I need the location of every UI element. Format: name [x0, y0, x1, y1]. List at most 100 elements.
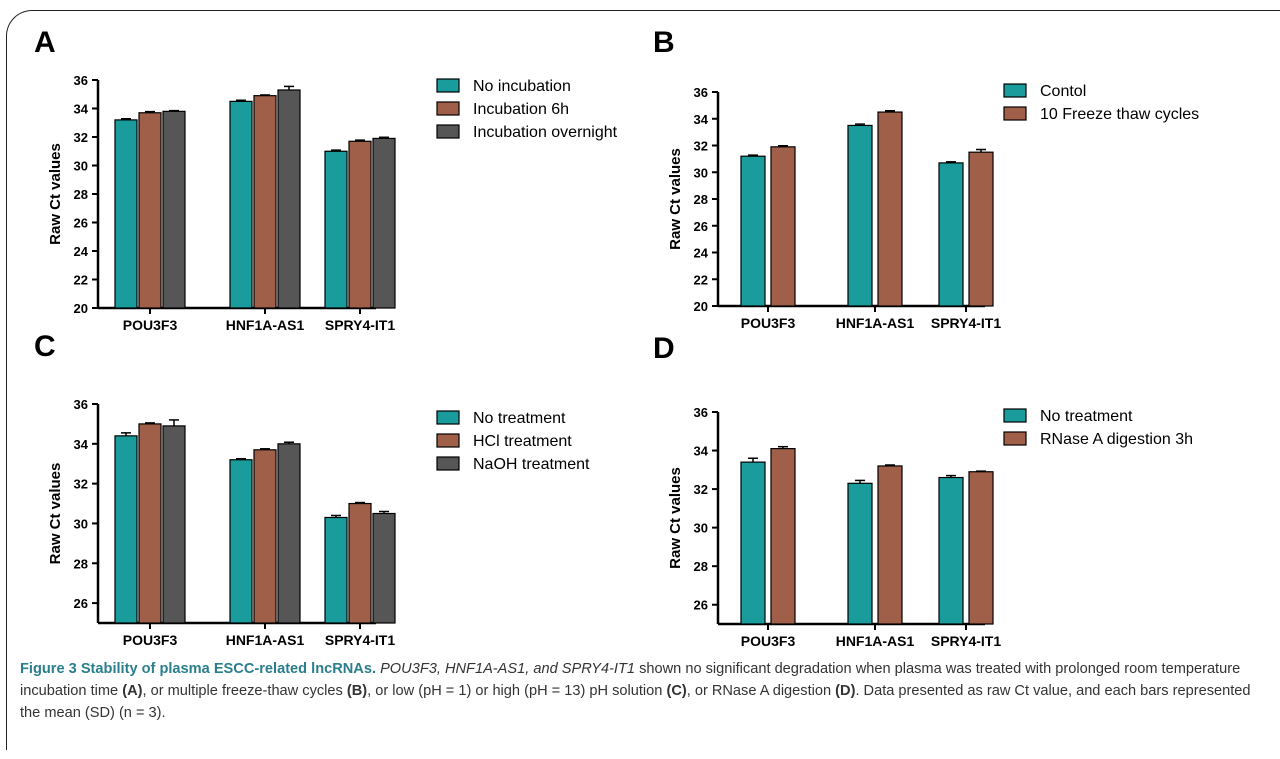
bar-a-spry4-it1-2 [348, 140, 372, 309]
legend-label: 10 Freeze thaw cycles [1040, 106, 1199, 123]
y-tick-label: 28 [74, 556, 88, 571]
bar-a-hnf1a-as1-3 [277, 89, 301, 309]
legend-swatch [1003, 431, 1027, 446]
y-tick-label: 32 [694, 139, 708, 154]
bar-b-hnf1a-as1-1 [847, 124, 873, 307]
figure-panels: A 20 22 24 26 28 30 32 34 36 Raw Ct values POU3F3 HN… [34, 26, 1199, 649]
category-label: SPRY4-IT1 [325, 317, 395, 333]
y-tick-label: 26 [74, 216, 88, 231]
bar-c-pou3f3-3 [162, 425, 186, 624]
panel-letter-a: A [34, 26, 56, 59]
legend-label: No incubation [473, 78, 571, 95]
legend-c: No treatment HCl treatment NaOH treatment [436, 410, 590, 473]
bar-a-pou3f3-3 [162, 110, 186, 309]
y-tick-label: 28 [74, 187, 88, 202]
y-axis-title: Raw Ct values [667, 148, 684, 250]
bar-b-spry4-it1-1 [938, 162, 964, 307]
bar-a-pou3f3-1 [114, 119, 138, 309]
legend-label: NaOH treatment [473, 456, 590, 473]
panel-letter-c: C [34, 330, 56, 363]
caption-text-3: , or low (pH = 1) or high (pH = 13) pH s… [367, 683, 667, 699]
category-label: HNF1A-AS1 [226, 632, 305, 648]
legend-label: RNase A digestion 3h [1040, 431, 1193, 448]
y-tick-label: 28 [694, 559, 708, 574]
bar-c-hnf1a-as1-2 [253, 449, 277, 624]
caption-title: Figure 3 Stability of plasma ESCC-relate… [20, 661, 377, 677]
y-tick-label: 26 [694, 598, 708, 613]
y-tick-label: 22 [74, 273, 88, 288]
category-label: HNF1A-AS1 [836, 315, 915, 331]
bar-b-hnf1a-as1-2 [877, 111, 903, 307]
panel-letter-b: B [653, 26, 675, 59]
bar-c-pou3f3-2 [138, 423, 162, 624]
y-tick-label: 36 [74, 397, 88, 412]
bar-d-spry4-it1-2 [968, 471, 994, 625]
caption-ref-b: (B) [346, 683, 368, 699]
chart-panel-c: C 26 28 30 32 34 36 Raw Ct values POU3F3 HNF1A-AS… [34, 330, 590, 648]
bar-a-hnf1a-as1-2 [253, 95, 277, 309]
y-tick-label: 20 [694, 299, 708, 314]
legend-swatch [436, 78, 460, 93]
y-tick-label: 32 [74, 130, 88, 145]
bar-d-pou3f3-1 [740, 461, 766, 625]
bar-d-pou3f3-2 [770, 448, 796, 625]
caption-text-5: . Data presented as raw Ct value, and ea… [20, 683, 1251, 721]
legend-swatch [1003, 408, 1027, 423]
panel-letter-d: D [653, 332, 675, 365]
category-label: POU3F3 [741, 315, 796, 331]
y-tick-label: 30 [74, 516, 88, 531]
legend-swatch [436, 124, 460, 139]
y-tick-label: 24 [74, 244, 89, 259]
legend-label: No treatment [473, 410, 566, 427]
category-label: POU3F3 [741, 633, 796, 649]
y-tick-label: 32 [694, 482, 708, 497]
legend-d: No treatment RNase A digestion 3h [1003, 408, 1193, 448]
legend-a: No incubation Incubation 6h Incubation ove… [436, 78, 618, 141]
legend-label: Incubation overnight [473, 124, 618, 141]
y-tick-label: 34 [694, 112, 709, 127]
chart-panel-a: A 20 22 24 26 28 30 32 34 36 Raw Ct values POU3F3 HN… [34, 26, 618, 333]
category-label: SPRY4-IT1 [325, 632, 395, 648]
y-tick-label: 24 [694, 246, 709, 261]
y-tick-label: 36 [74, 73, 88, 88]
y-tick-label: 30 [694, 165, 708, 180]
caption-genes: POU3F3, HNF1A-AS1, and SPRY4-IT1 [380, 661, 636, 677]
legend-label: Incubation 6h [473, 101, 569, 118]
bar-a-spry4-it1-3 [372, 137, 396, 309]
category-label: HNF1A-AS1 [226, 317, 305, 333]
caption-text-2: , or multiple freeze-thaw cycles [142, 683, 347, 699]
y-tick-label: 20 [74, 301, 88, 316]
y-tick-label: 34 [74, 102, 89, 117]
caption-ref-d: (D) [835, 683, 856, 699]
bar-c-spry4-it1-1 [324, 516, 348, 624]
bar-c-pou3f3-1 [114, 435, 138, 624]
legend-swatch [436, 101, 460, 116]
bar-b-pou3f3-1 [740, 155, 766, 307]
y-axis-title: Raw Ct values [47, 463, 64, 565]
category-label: SPRY4-IT1 [931, 315, 1001, 331]
bar-b-pou3f3-2 [770, 146, 796, 307]
y-tick-label: 26 [74, 596, 88, 611]
legend-swatch [1003, 83, 1027, 98]
chart-panel-d: D 26 28 30 32 34 36 Raw Ct values POU3F3 HNF1A-AS… [653, 332, 1193, 649]
y-tick-label: 22 [694, 272, 708, 287]
caption-text-4: , or RNase A digestion [686, 683, 836, 699]
bar-a-spry4-it1-1 [324, 150, 348, 309]
bar-a-hnf1a-as1-1 [229, 100, 253, 309]
bar-d-hnf1a-as1-1 [847, 482, 873, 625]
legend-swatch [436, 456, 460, 471]
legend-label: HCl treatment [473, 433, 572, 450]
category-label: SPRY4-IT1 [931, 633, 1001, 649]
category-label: POU3F3 [123, 632, 178, 648]
y-tick-label: 34 [74, 437, 89, 452]
bar-c-hnf1a-as1-3 [277, 443, 301, 624]
bar-c-spry4-it1-2 [348, 502, 372, 624]
legend-swatch [436, 433, 460, 448]
legend-label: Contol [1040, 83, 1086, 100]
bar-d-hnf1a-as1-2 [877, 465, 903, 625]
figure-caption: Figure 3 Stability of plasma ESCC-relate… [20, 658, 1270, 724]
figure-frame [6, 10, 1280, 750]
y-tick-label: 28 [694, 192, 708, 207]
bar-b-spry4-it1-2 [968, 151, 994, 307]
y-axis-title: Raw Ct values [667, 467, 684, 569]
